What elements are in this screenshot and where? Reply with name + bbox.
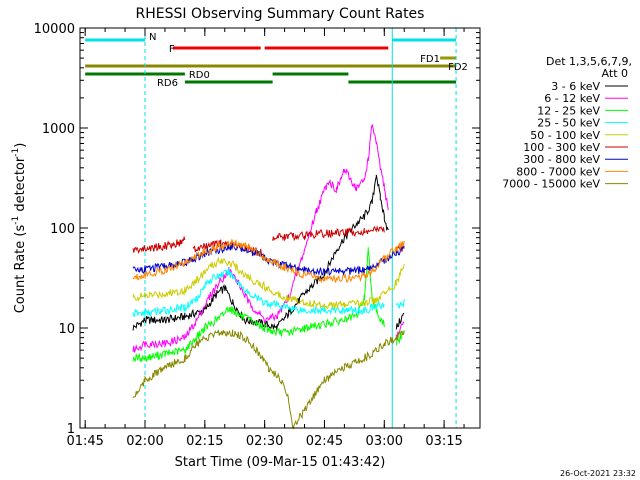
legend-label: 12 - 25 keV [537, 104, 600, 117]
x-tick-label: 03:00 [366, 434, 403, 449]
legend-header-line2: Att 0 [602, 67, 628, 80]
y-axis-label-part: ) [13, 143, 28, 148]
flag-label-rd0: RD0 [189, 70, 210, 81]
x-tick-label: 02:15 [186, 434, 223, 449]
x-axis-label: Start Time (09-Mar-15 01:43:42) [175, 455, 386, 470]
legend-label: 300 - 800 keV [523, 153, 600, 166]
x-tick-label: 03:15 [425, 434, 462, 449]
y-tick-label: 1000 [42, 122, 75, 137]
series-line-3-6-kev [132, 174, 405, 332]
legend-header-line1: Det 1,3,5,6,7,9, [546, 55, 632, 68]
x-tick-label: 02:45 [306, 434, 343, 449]
legend-label: 25 - 50 keV [537, 117, 600, 130]
series-line-7000-15000-kev [132, 329, 405, 430]
flag-label-rd6: RD6 [157, 78, 178, 89]
render-timestamp: 26-Oct-2021 23:32 [560, 469, 636, 478]
series-line-25-50-kev [132, 268, 405, 317]
flag-label-f: F [169, 44, 175, 55]
series-line-6-12-kev [132, 124, 405, 353]
y-axis-label: Count Rate (s-1 detector-1) [11, 143, 28, 314]
y-axis-label-part: detector [13, 156, 28, 216]
x-tick-label: 01:45 [66, 434, 103, 449]
y-axis-label-exponent: -1 [11, 216, 21, 225]
flag-label-fd2: FD2 [448, 62, 468, 73]
series-line-50-100-kev [132, 256, 405, 310]
legend-label: 100 - 300 keV [523, 141, 600, 154]
legend-label: 6 - 12 keV [544, 92, 600, 105]
y-axis-label-exponent: -1 [11, 148, 21, 157]
series-line-800-7000-kev [132, 238, 405, 284]
legend-label: 7000 - 15000 keV [502, 178, 600, 191]
y-tick-label: 100 [50, 222, 75, 237]
y-axis-ticks: 1 10 100 1000 10000 [34, 22, 480, 437]
x-tick-label: 02:30 [246, 434, 283, 449]
x-tick-label: 02:00 [126, 434, 163, 449]
x-axis-ticks: 01:45 02:00 02:15 02:30 02:45 03:00 03:15 [66, 28, 465, 449]
series-lines [132, 124, 405, 430]
legend-label: 50 - 100 keV [530, 129, 600, 142]
flag-label-fd1: FD1 [420, 54, 440, 65]
legend-label: 3 - 6 keV [551, 80, 600, 93]
observing-flags: N F FD1 FD2 RD0 RD6 [85, 32, 468, 89]
y-tick-label: 10000 [34, 22, 75, 37]
legend-label: 800 - 7000 keV [516, 165, 600, 178]
chart-title: RHESSI Observing Summary Count Rates [136, 6, 425, 22]
flag-label-n: N [149, 32, 156, 43]
y-axis-label-part: Count Rate (s [13, 225, 28, 314]
y-tick-label: 1 [67, 422, 75, 437]
y-tick-label: 10 [58, 322, 75, 337]
